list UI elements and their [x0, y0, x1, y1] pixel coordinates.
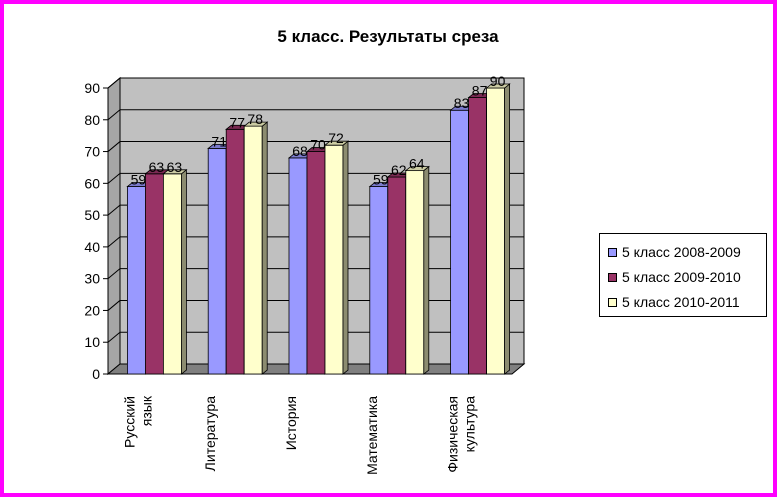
- gridline-side: [107, 77, 121, 89]
- bar-front: [450, 109, 470, 375]
- legend-swatch: [608, 247, 617, 257]
- data-label: 63: [149, 159, 165, 175]
- legend-label: 5 класс 2009-2010: [622, 269, 741, 285]
- data-label: 87: [472, 83, 488, 99]
- bar-side: [342, 140, 349, 375]
- legend-swatch: [608, 297, 617, 307]
- x-tick-label: Литература: [202, 396, 218, 472]
- gridline-side: [107, 109, 121, 121]
- y-tick-label: 0: [92, 366, 100, 382]
- y-tick-label: 30: [84, 271, 100, 287]
- x-tick-label: История: [283, 396, 299, 450]
- bar-front: [225, 128, 245, 375]
- chart-side-wall: [107, 76, 121, 376]
- bar-side: [504, 83, 511, 375]
- legend-label: 5 класс 2008-2009: [622, 244, 741, 260]
- legend-item: 5 класс 2008-2009: [608, 242, 741, 262]
- data-label: 90: [490, 73, 506, 89]
- gridline-side: [107, 331, 121, 343]
- gridline-side: [107, 204, 121, 216]
- y-tick-label: 60: [84, 175, 100, 191]
- y-tick-label: 20: [84, 302, 100, 318]
- x-tick-label: Математика: [364, 396, 380, 475]
- bar-front: [486, 87, 506, 375]
- data-label: 68: [292, 143, 308, 159]
- bar-front: [162, 173, 182, 375]
- data-label: 62: [391, 162, 407, 178]
- data-label: 78: [247, 111, 263, 127]
- bar-side: [180, 168, 187, 375]
- bar-top: [162, 169, 188, 175]
- bar-top: [323, 140, 350, 146]
- bar: [243, 121, 269, 375]
- legend-item: 5 класс 2010-2011: [608, 292, 740, 312]
- data-label: 70: [310, 137, 326, 153]
- bar: [323, 140, 350, 375]
- x-tick-label-line: язык: [138, 395, 154, 426]
- data-label: 63: [167, 159, 183, 175]
- data-label: 59: [131, 172, 147, 188]
- gridline-side: [107, 141, 121, 152]
- y-tick-label: 90: [84, 80, 100, 96]
- y-tick-label: 80: [84, 112, 100, 128]
- bar: [162, 168, 188, 375]
- bar: [404, 165, 430, 375]
- data-label: 72: [328, 130, 344, 146]
- y-tick-label: 50: [84, 207, 100, 223]
- bar: [485, 83, 511, 375]
- x-tick-label-line: Русский: [121, 396, 137, 448]
- x-tick-label-line: Физическая: [445, 396, 461, 473]
- bar-front: [207, 147, 227, 375]
- gridline-side: [107, 300, 121, 311]
- x-tick-label-line: культура: [462, 396, 478, 453]
- gridline-side: [107, 236, 121, 248]
- bar-top: [243, 121, 269, 127]
- bar-front: [127, 186, 146, 375]
- data-label: 59: [373, 172, 389, 188]
- legend-label: 5 класс 2010-2011: [622, 294, 740, 310]
- bar-front: [306, 151, 326, 375]
- gridline-side: [107, 172, 121, 184]
- x-tick-label-line: История: [283, 396, 299, 450]
- bar-front: [288, 157, 308, 375]
- y-tick-label: 70: [84, 144, 100, 160]
- bar-front: [144, 173, 164, 375]
- y-tick-label: 10: [84, 334, 100, 350]
- bar-front: [468, 97, 488, 375]
- y-tick-label: 40: [84, 239, 100, 255]
- data-label: 71: [211, 133, 227, 149]
- x-tick-label-line: Математика: [364, 396, 380, 475]
- data-label: 83: [454, 95, 470, 111]
- bar-top: [485, 83, 511, 89]
- data-label: 77: [229, 114, 245, 130]
- bar-side: [261, 121, 268, 375]
- bar-side: [423, 165, 430, 375]
- x-tick-label-line: Литература: [202, 396, 218, 472]
- bar-front: [369, 186, 389, 375]
- legend-item: 5 класс 2009-2010: [608, 267, 741, 287]
- bar-front: [405, 170, 425, 375]
- bar-front: [387, 176, 407, 375]
- chart-title: 5 класс. Результаты среза: [277, 27, 499, 46]
- legend: 5 класс 2008-2009 5 класс 2009-2010 5 клас…: [599, 233, 767, 317]
- x-tick-label: Русскийязык: [121, 395, 154, 448]
- data-label: 64: [409, 156, 425, 172]
- gridline-side: [107, 268, 121, 280]
- bar-front: [243, 125, 263, 375]
- legend-swatch: [608, 272, 617, 282]
- bar-top: [404, 166, 430, 172]
- x-tick-label: Физическаякультура: [445, 396, 478, 473]
- bar-front: [324, 144, 344, 375]
